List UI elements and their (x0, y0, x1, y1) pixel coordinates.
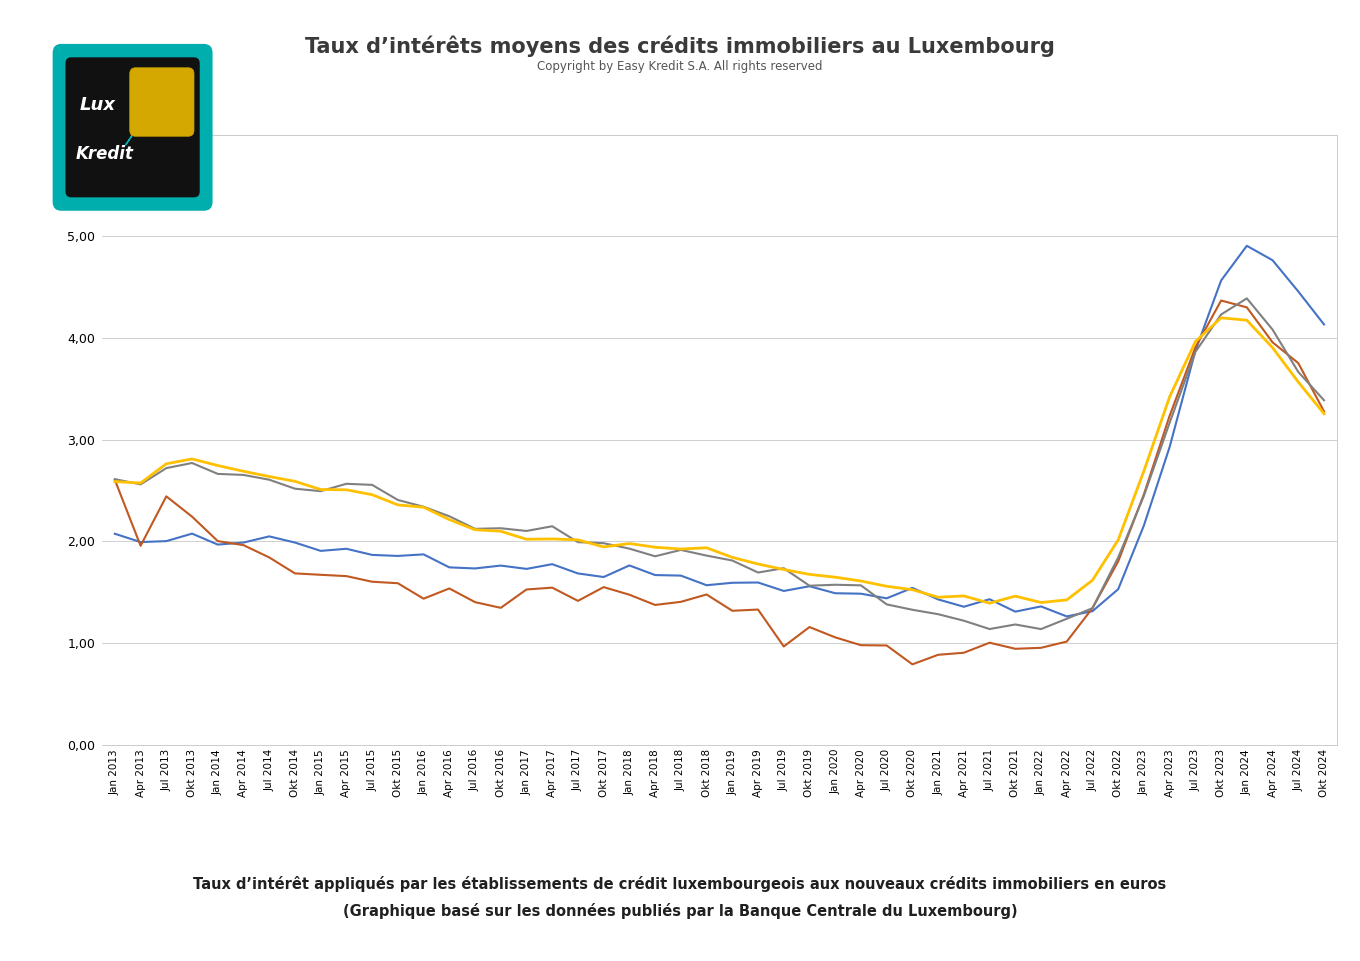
Text: Copyright by Easy Kredit S.A. All rights reserved: Copyright by Easy Kredit S.A. All rights… (537, 60, 823, 73)
Text: Lux: Lux (80, 96, 116, 114)
FancyBboxPatch shape (65, 58, 200, 197)
Text: Taux d’intérêt appliqués par les établissements de crédit luxembourgeois aux nou: Taux d’intérêt appliqués par les établis… (193, 876, 1167, 892)
Text: Kredit: Kredit (75, 145, 133, 163)
FancyBboxPatch shape (129, 67, 194, 136)
FancyBboxPatch shape (53, 44, 212, 210)
Polygon shape (125, 124, 140, 145)
Text: (Graphique basé sur les données publiés par la Banque Centrale du Luxembourg): (Graphique basé sur les données publiés … (343, 903, 1017, 919)
Text: Taux d’intérêts moyens des crédits immobiliers au Luxembourg: Taux d’intérêts moyens des crédits immob… (305, 36, 1055, 57)
